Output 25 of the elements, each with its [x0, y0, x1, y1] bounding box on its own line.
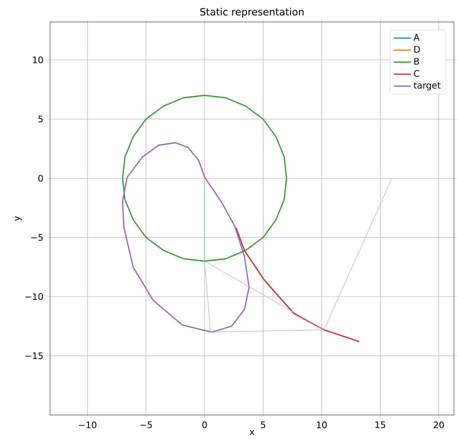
legend-label: C — [414, 70, 420, 77]
y-tick-label: −5 — [31, 234, 43, 241]
x-tick-label: −5 — [140, 422, 152, 428]
x-tick-label: 15 — [376, 422, 386, 428]
y-axis-title: y — [14, 216, 22, 221]
y-tick-label: −15 — [26, 352, 43, 360]
chart-title: Static representation — [200, 8, 304, 18]
line-series — [204, 178, 392, 332]
y-tick-label: 10 — [33, 56, 43, 64]
legend-label: B — [414, 58, 419, 65]
x-tick-label: 10 — [316, 422, 327, 428]
legend-label: A — [414, 34, 420, 41]
x-axis-title: x — [250, 430, 254, 436]
legend-label: D — [414, 46, 420, 53]
x-tick-label: −10 — [78, 422, 96, 428]
legend-label: target — [414, 82, 441, 90]
line-series — [122, 94, 288, 262]
y-tick-label: 5 — [38, 116, 43, 122]
x-tick-label: 5 — [260, 422, 266, 428]
y-tick-label: 0 — [38, 174, 43, 182]
line-series — [236, 227, 360, 342]
line-series — [122, 142, 250, 333]
x-tick-label: 20 — [434, 422, 444, 428]
x-tick-label: 0 — [202, 422, 207, 428]
y-tick-label: −10 — [26, 293, 43, 300]
